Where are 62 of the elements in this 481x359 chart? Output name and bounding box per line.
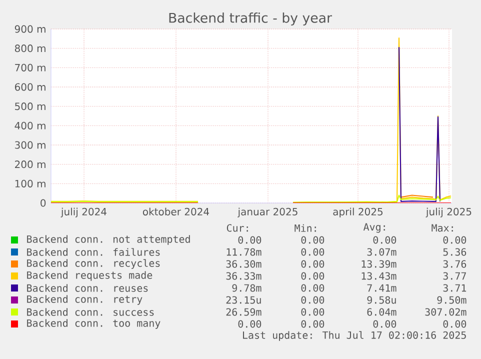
text: Max:: [432, 224, 453, 232]
text: 5.36: [443, 248, 466, 256]
y-tick-label: 200 m: [15, 160, 46, 168]
text: Last update: Thu Jul 17 02:00:16 2025: [243, 331, 466, 341]
text: 7.41m: [367, 284, 396, 292]
legend-label: Backend conn. reuses: [27, 284, 148, 292]
x-tick-label: april 2025: [333, 208, 382, 218]
text: 0.00: [238, 236, 262, 244]
text: 0.00: [373, 236, 396, 244]
x-tick-label: januar 2025: [238, 208, 298, 218]
text: 13.43m: [362, 272, 396, 280]
legend-label: Backend conn. not attempted: [27, 235, 190, 245]
text: 3.71: [443, 284, 466, 292]
text: 26.59m: [226, 308, 262, 316]
text: 307.02m: [425, 308, 466, 316]
text: 0.00: [301, 308, 324, 316]
text: 0.00: [301, 284, 324, 292]
text: 11.78m: [226, 248, 262, 256]
text: Cur:: [226, 224, 248, 232]
text: 9.58u: [367, 296, 396, 304]
y-tick-label: 800 m: [14, 44, 46, 52]
text: 3.77: [443, 272, 466, 280]
y-tick-label: 100 m: [15, 180, 46, 188]
text: 9.78m: [232, 284, 262, 292]
text: Min:: [294, 224, 316, 232]
y-tick-label: 0: [40, 199, 46, 207]
y-tick-label: 900 m: [14, 25, 46, 33]
text: 0.00: [301, 248, 324, 256]
line-series: [398, 46, 441, 202]
text: 0.00: [301, 272, 324, 280]
x-tick-label: julij 2025: [426, 208, 472, 218]
text: 3.76: [443, 260, 466, 268]
y-tick-label: 600 m: [14, 83, 46, 91]
text: 0.00: [373, 320, 396, 328]
legend-label: Backend conn. failures: [27, 248, 160, 256]
text: 0.00: [443, 236, 466, 244]
text: 0.00: [301, 296, 324, 304]
legend-label: Backend requests made: [27, 271, 152, 281]
text: 0.00: [301, 320, 324, 328]
legend-label: Backend conn. success: [27, 308, 154, 316]
legend-label: Backend conn. too many: [27, 319, 160, 329]
text: 0.00: [238, 320, 262, 328]
y-tick-label: 700 m: [15, 64, 46, 72]
x-tick-label: oktober 2024: [142, 208, 210, 216]
text: 0.00: [301, 260, 324, 268]
text: 3.07m: [367, 248, 396, 256]
x-tick-label: julij 2024: [60, 208, 106, 218]
legend-label: Backend conn. recycles: [27, 259, 160, 269]
y-tick-label: 300 m: [15, 141, 46, 149]
text: 9.50m: [437, 296, 466, 304]
y-tick-label: 400 m: [14, 122, 46, 130]
text: 23.15u: [226, 296, 261, 304]
legend-label: Backend conn. retry: [27, 295, 142, 305]
text: 6.04m: [367, 308, 396, 316]
text: 0.00: [443, 320, 466, 328]
chart-title: Backend traffic - by year: [169, 12, 332, 26]
text: 36.33m: [226, 272, 262, 280]
text: 0.00: [301, 236, 324, 244]
text: 36.30m: [226, 260, 262, 268]
y-tick-label: 500 m: [15, 102, 46, 110]
text: Avg:: [363, 223, 385, 233]
text: 13.39m: [362, 260, 396, 268]
